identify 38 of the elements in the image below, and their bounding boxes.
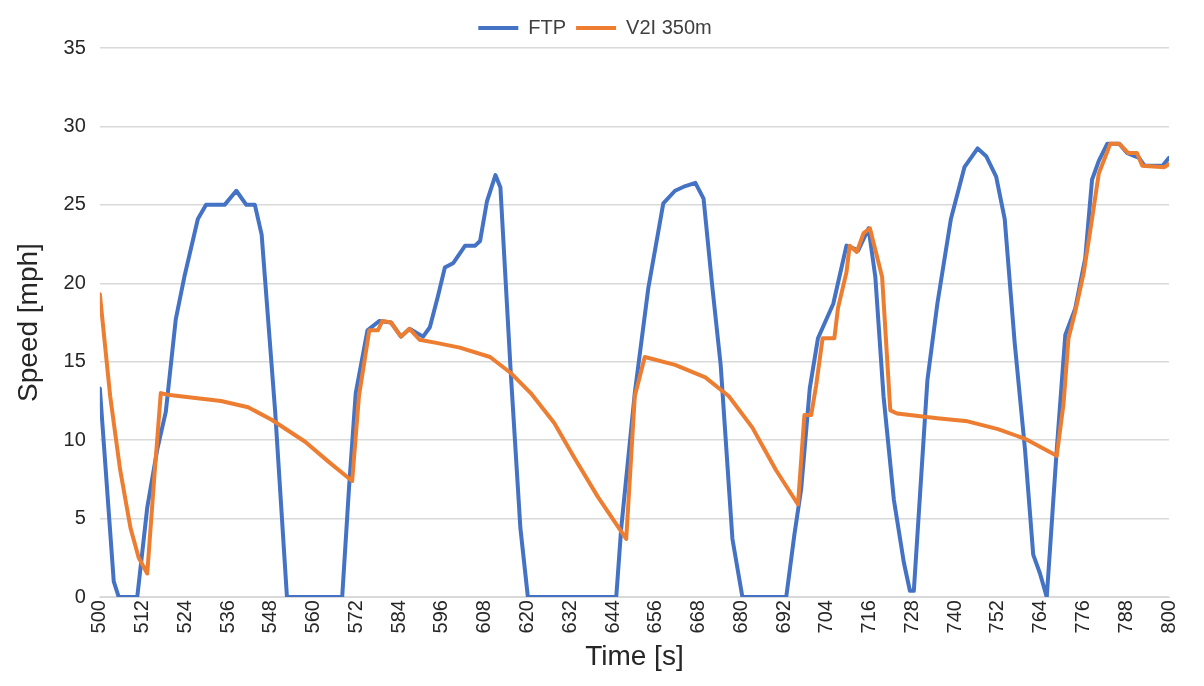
y-tick-label: 15 (63, 349, 86, 372)
y-tick-label: 30 (63, 113, 86, 136)
x-tick-label: 728 (899, 600, 922, 634)
legend-label: FTP (528, 15, 567, 38)
y-tick-label: 10 (63, 427, 86, 450)
legend-label: V2I 350m (626, 15, 712, 38)
x-tick-label: 740 (942, 600, 965, 634)
y-tick-label: 0 (74, 584, 86, 607)
x-tick-label: 800 (1156, 600, 1179, 634)
x-tick-label: 548 (258, 600, 281, 634)
x-axis-title: Time [s] (585, 639, 684, 671)
x-tick-label: 692 (771, 600, 794, 634)
x-tick-label: 752 (985, 600, 1008, 634)
x-tick-label: 716 (857, 600, 880, 634)
x-tick-label: 632 (557, 600, 580, 634)
x-tick-label: 584 (386, 600, 409, 634)
y-tick-label: 35 (63, 35, 86, 58)
x-tick-label: 524 (172, 600, 195, 634)
x-tick-label: 776 (1070, 600, 1093, 634)
x-tick-label: 536 (215, 600, 238, 634)
x-tick-label: 680 (728, 600, 751, 634)
x-tick-label: 500 (87, 600, 110, 634)
x-tick-label: 644 (600, 600, 623, 634)
y-tick-label: 20 (63, 270, 86, 293)
x-tick-label: 560 (301, 600, 324, 634)
x-tick-label: 704 (814, 600, 837, 634)
x-tick-label: 512 (130, 600, 153, 634)
x-tick-label: 656 (643, 600, 666, 634)
y-tick-label: 5 (74, 506, 86, 529)
x-tick-label: 668 (686, 600, 709, 634)
y-axis-title: Speed [mph] (11, 243, 43, 402)
y-tick-label: 25 (63, 192, 86, 215)
x-tick-label: 608 (472, 600, 495, 634)
x-tick-label: 788 (1113, 600, 1136, 634)
x-tick-label: 764 (1028, 600, 1051, 634)
x-tick-label: 572 (343, 600, 366, 634)
x-tick-label: 620 (515, 600, 538, 634)
x-tick-label: 596 (429, 600, 452, 634)
